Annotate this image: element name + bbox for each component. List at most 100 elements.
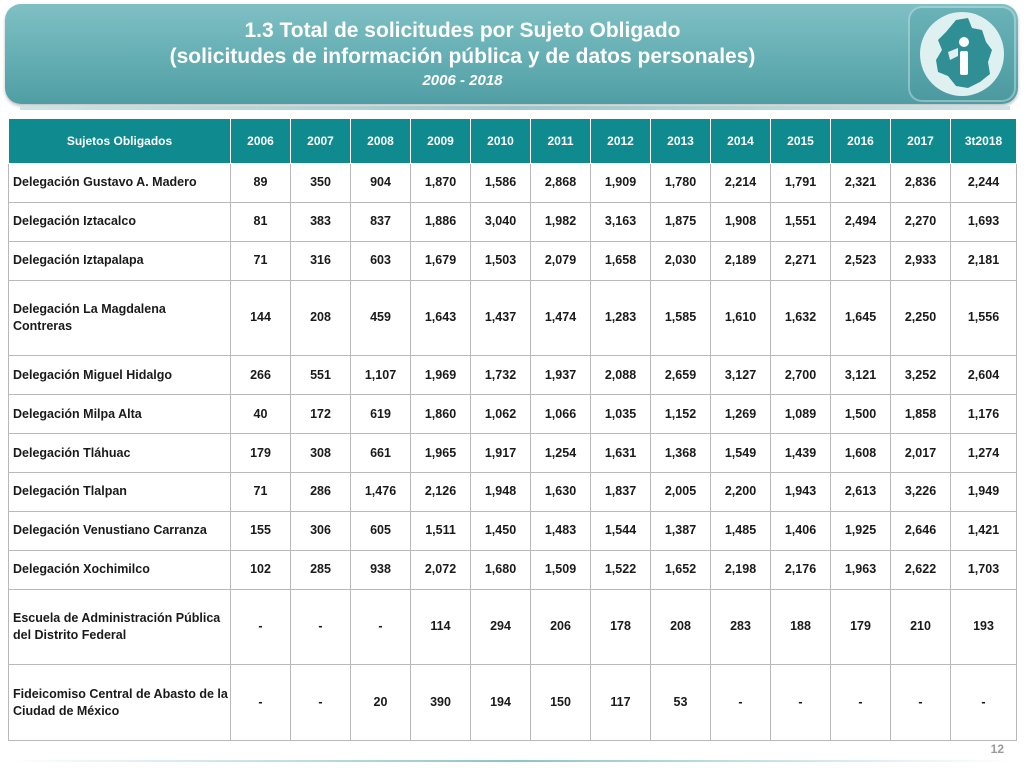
value-cell: 1,509 bbox=[530, 549, 591, 590]
column-header-year: 2010 bbox=[470, 118, 531, 164]
value-cell: 1,586 bbox=[470, 163, 531, 203]
value-cell: - bbox=[230, 588, 291, 666]
value-cell: 1,500 bbox=[830, 394, 891, 435]
value-cell: 1,437 bbox=[470, 279, 531, 357]
value-cell: 150 bbox=[530, 664, 591, 741]
value-cell: 837 bbox=[350, 201, 411, 242]
value-cell: 1,645 bbox=[830, 279, 891, 357]
value-cell: 2,523 bbox=[830, 240, 891, 281]
title-block: 1.3 Total de solicitudes por Sujeto Obli… bbox=[5, 18, 920, 92]
title-banner: 1.3 Total de solicitudes por Sujeto Obli… bbox=[5, 4, 1018, 104]
value-cell: 1,837 bbox=[590, 471, 651, 512]
value-cell: 2,030 bbox=[650, 240, 711, 281]
logo-map-glyph bbox=[936, 18, 992, 88]
value-cell: 1,503 bbox=[470, 240, 531, 281]
value-cell: 1,585 bbox=[650, 279, 711, 357]
value-cell: 1,917 bbox=[470, 433, 531, 473]
column-header-entity: Sujetos Obligados bbox=[8, 118, 231, 164]
value-cell: 1,406 bbox=[770, 510, 831, 551]
value-cell: 2,126 bbox=[410, 471, 471, 512]
value-cell: 102 bbox=[230, 549, 291, 590]
value-cell: 1,476 bbox=[350, 471, 411, 512]
value-cell: 1,474 bbox=[530, 279, 591, 357]
value-cell: 40 bbox=[230, 394, 291, 435]
column-header-year: 3t2018 bbox=[950, 118, 1017, 164]
value-cell: 71 bbox=[230, 240, 291, 281]
value-cell: 1,421 bbox=[950, 510, 1017, 551]
column-header-year: 2014 bbox=[710, 118, 771, 164]
value-cell: 306 bbox=[290, 510, 351, 551]
value-cell: 1,511 bbox=[410, 510, 471, 551]
value-cell: 294 bbox=[470, 588, 531, 666]
value-cell: 2,270 bbox=[890, 201, 951, 242]
value-cell: 1,551 bbox=[770, 201, 831, 242]
period-label: 2006 - 2018 bbox=[422, 72, 503, 89]
value-cell: 1,969 bbox=[410, 355, 471, 396]
column-header-year: 2007 bbox=[290, 118, 351, 164]
value-cell: 1,632 bbox=[770, 279, 831, 357]
value-cell: - bbox=[230, 664, 291, 741]
value-cell: 1,948 bbox=[470, 471, 531, 512]
value-cell: 2,321 bbox=[830, 163, 891, 203]
value-cell: - bbox=[950, 664, 1017, 741]
value-cell: 1,658 bbox=[590, 240, 651, 281]
value-cell: 1,630 bbox=[530, 471, 591, 512]
value-cell: 2,181 bbox=[950, 240, 1017, 281]
entity-name-cell: Delegación Gustavo A. Madero bbox=[8, 163, 231, 203]
value-cell: 383 bbox=[290, 201, 351, 242]
value-cell: 1,368 bbox=[650, 433, 711, 473]
value-cell: 1,949 bbox=[950, 471, 1017, 512]
value-cell: 1,925 bbox=[830, 510, 891, 551]
value-cell: 155 bbox=[230, 510, 291, 551]
cdmx-info-logo-icon bbox=[908, 6, 1016, 102]
entity-name-cell: Delegación Tlalpan bbox=[8, 471, 231, 512]
value-cell: 206 bbox=[530, 588, 591, 666]
value-cell: 316 bbox=[290, 240, 351, 281]
column-header-year: 2009 bbox=[410, 118, 471, 164]
value-cell: 3,163 bbox=[590, 201, 651, 242]
entity-name-cell: Escuela de Administración Pública del Di… bbox=[8, 588, 231, 666]
value-cell: 194 bbox=[470, 664, 531, 741]
column-header-year: 2016 bbox=[830, 118, 891, 164]
value-cell: 1,680 bbox=[470, 549, 531, 590]
value-cell: 2,271 bbox=[770, 240, 831, 281]
value-cell: 1,035 bbox=[590, 394, 651, 435]
value-cell: 1,860 bbox=[410, 394, 471, 435]
value-cell: 2,868 bbox=[530, 163, 591, 203]
value-cell: 117 bbox=[590, 664, 651, 741]
table-row: Delegación Tláhuac 179 308 661 1,965 1,917 1,2… bbox=[8, 433, 1017, 473]
value-cell: 2,198 bbox=[710, 549, 771, 590]
value-cell: 459 bbox=[350, 279, 411, 357]
value-cell: 1,089 bbox=[770, 394, 831, 435]
table-header-row: Sujetos Obligados 2006 2007 2008 2009 2010 201… bbox=[8, 118, 1017, 164]
value-cell: 1,274 bbox=[950, 433, 1017, 473]
value-cell: 1,062 bbox=[470, 394, 531, 435]
value-cell: 1,485 bbox=[710, 510, 771, 551]
value-cell: 210 bbox=[890, 588, 951, 666]
page-subtitle: (solicitudes de información pública y de… bbox=[169, 45, 756, 68]
footer-divider bbox=[8, 760, 1016, 762]
value-cell: 178 bbox=[590, 588, 651, 666]
value-cell: 2,017 bbox=[890, 433, 951, 473]
value-cell: - bbox=[770, 664, 831, 741]
value-cell: 2,622 bbox=[890, 549, 951, 590]
table-row: Delegación Xochimilco 102 285 938 2,072 1,680… bbox=[8, 549, 1017, 590]
value-cell: - bbox=[830, 664, 891, 741]
value-cell: 3,226 bbox=[890, 471, 951, 512]
entity-name-cell: Fideicomiso Central de Abasto de la Ciud… bbox=[8, 664, 231, 741]
table-row: Delegación Milpa Alta 40 172 619 1,860 1,062 1… bbox=[8, 394, 1017, 435]
value-cell: 1,643 bbox=[410, 279, 471, 357]
value-cell: 1,556 bbox=[950, 279, 1017, 357]
value-cell: 188 bbox=[770, 588, 831, 666]
value-cell: 283 bbox=[710, 588, 771, 666]
table-row: Fideicomiso Central de Abasto de la Ciud… bbox=[8, 664, 1017, 741]
value-cell: 1,791 bbox=[770, 163, 831, 203]
value-cell: 2,836 bbox=[890, 163, 951, 203]
value-cell: 1,450 bbox=[470, 510, 531, 551]
value-cell: 1,107 bbox=[350, 355, 411, 396]
value-cell: 172 bbox=[290, 394, 351, 435]
value-cell: - bbox=[350, 588, 411, 666]
value-cell: 1,693 bbox=[950, 201, 1017, 242]
value-cell: 1,703 bbox=[950, 549, 1017, 590]
page-title: 1.3 Total de solicitudes por Sujeto Obli… bbox=[244, 19, 681, 42]
